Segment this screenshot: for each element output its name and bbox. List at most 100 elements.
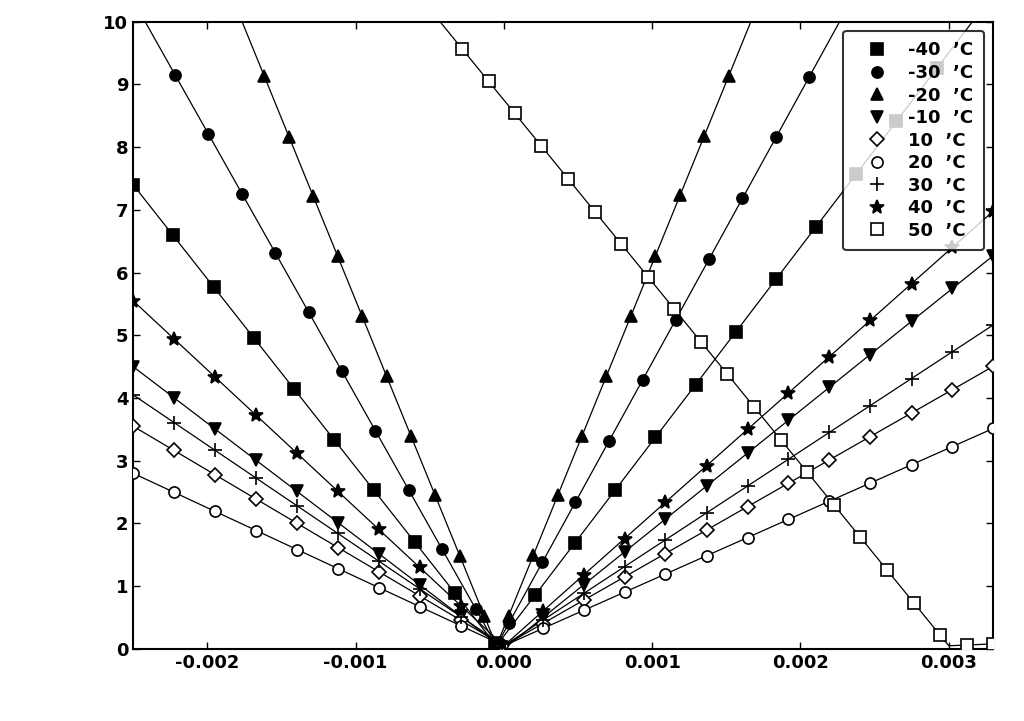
-20  ’C	[332, 252, 344, 260]
30  ’C	[373, 557, 385, 565]
50  ’C	[642, 273, 654, 281]
40  ’C	[414, 563, 426, 572]
-40  ’C	[449, 588, 461, 597]
10  ’C	[127, 422, 139, 430]
-20  ’C	[356, 311, 369, 320]
30  ’C	[578, 589, 590, 598]
-20  ’C	[649, 252, 662, 260]
-10  ’C	[455, 612, 467, 621]
-30  ’C	[169, 71, 181, 79]
20  ’C	[291, 545, 303, 554]
40  ’C	[823, 353, 836, 361]
Line: 50  ’C: 50 ’C	[430, 10, 998, 650]
-40  ’C	[609, 485, 622, 494]
-20  ’C	[575, 432, 588, 441]
20  ’C	[741, 534, 754, 542]
-20  ’C	[283, 132, 295, 141]
-40  ’C	[409, 537, 421, 546]
Line: 20  ’C: 20 ’C	[128, 423, 998, 650]
50  ’C	[934, 631, 946, 640]
20  ’C	[168, 488, 180, 497]
-20  ’C	[478, 611, 490, 620]
-10  ’C	[823, 383, 836, 392]
40  ’C	[373, 525, 385, 534]
40  ’C	[782, 389, 795, 397]
Line: 30  ’C: 30 ’C	[126, 318, 1000, 651]
10  ’C	[209, 470, 221, 479]
50  ’C	[562, 174, 574, 183]
-40  ’C	[528, 591, 541, 600]
10  ’C	[250, 495, 262, 503]
-40  ’C	[931, 64, 943, 73]
-40  ’C	[488, 639, 501, 647]
-10  ’C	[537, 614, 549, 622]
10  ’C	[537, 619, 549, 628]
50  ’C	[482, 77, 495, 86]
-20  ’C	[381, 372, 393, 381]
30  ’C	[291, 502, 303, 510]
-10  ’C	[332, 518, 344, 527]
30  ’C	[823, 428, 836, 437]
-30  ’C	[637, 376, 649, 384]
-10  ’C	[700, 482, 713, 490]
10  ’C	[168, 446, 180, 455]
30  ’C	[905, 374, 918, 383]
30  ’C	[946, 348, 958, 356]
Line: -10  ’C: -10 ’C	[128, 250, 998, 653]
40  ’C	[537, 607, 549, 616]
30  ’C	[741, 482, 754, 490]
10  ’C	[291, 519, 303, 528]
30  ’C	[414, 585, 426, 593]
-10  ’C	[905, 317, 918, 326]
-30  ’C	[503, 619, 515, 628]
-30  ’C	[670, 315, 682, 324]
-30  ’C	[803, 73, 815, 81]
-40  ’C	[689, 381, 701, 389]
30  ’C	[250, 474, 262, 482]
10  ’C	[496, 640, 508, 649]
40  ’C	[250, 411, 262, 420]
50  ’C	[669, 305, 681, 314]
20  ’C	[455, 622, 467, 630]
20  ’C	[987, 424, 999, 433]
-30  ’C	[569, 497, 582, 506]
10  ’C	[332, 543, 344, 552]
Line: 40  ’C: 40 ’C	[126, 204, 1000, 651]
-20  ’C	[674, 191, 686, 200]
-30  ’C	[135, 12, 147, 20]
40  ’C	[659, 498, 672, 507]
50  ’C	[456, 44, 468, 53]
-20  ’C	[600, 371, 612, 380]
10  ’C	[823, 456, 836, 464]
20  ’C	[782, 515, 795, 523]
10  ’C	[455, 616, 467, 624]
-40  ’C	[328, 435, 340, 444]
40  ’C	[209, 373, 221, 381]
-10  ’C	[291, 487, 303, 496]
50  ’C	[509, 109, 521, 118]
-10  ’C	[414, 580, 426, 589]
-20  ’C	[258, 72, 270, 81]
-10  ’C	[618, 548, 631, 557]
10  ’C	[741, 503, 754, 511]
40  ’C	[496, 640, 508, 648]
-40  ’C	[649, 433, 662, 441]
40  ’C	[578, 570, 590, 579]
50  ’C	[721, 370, 733, 379]
-40  ’C	[770, 275, 782, 283]
-20  ’C	[625, 311, 637, 320]
Line: -40  ’C: -40 ’C	[128, 10, 982, 649]
-10  ’C	[250, 456, 262, 464]
50  ’C	[801, 468, 813, 477]
-40  ’C	[288, 384, 300, 393]
-30  ’C	[837, 12, 849, 20]
-30  ’C	[736, 194, 749, 203]
-30  ’C	[402, 486, 415, 495]
-30  ’C	[603, 437, 615, 446]
30  ’C	[659, 536, 672, 544]
-10  ’C	[946, 284, 958, 293]
-20  ’C	[429, 491, 441, 500]
10  ’C	[578, 596, 590, 604]
-10  ’C	[496, 643, 508, 652]
50  ’C	[961, 641, 973, 650]
